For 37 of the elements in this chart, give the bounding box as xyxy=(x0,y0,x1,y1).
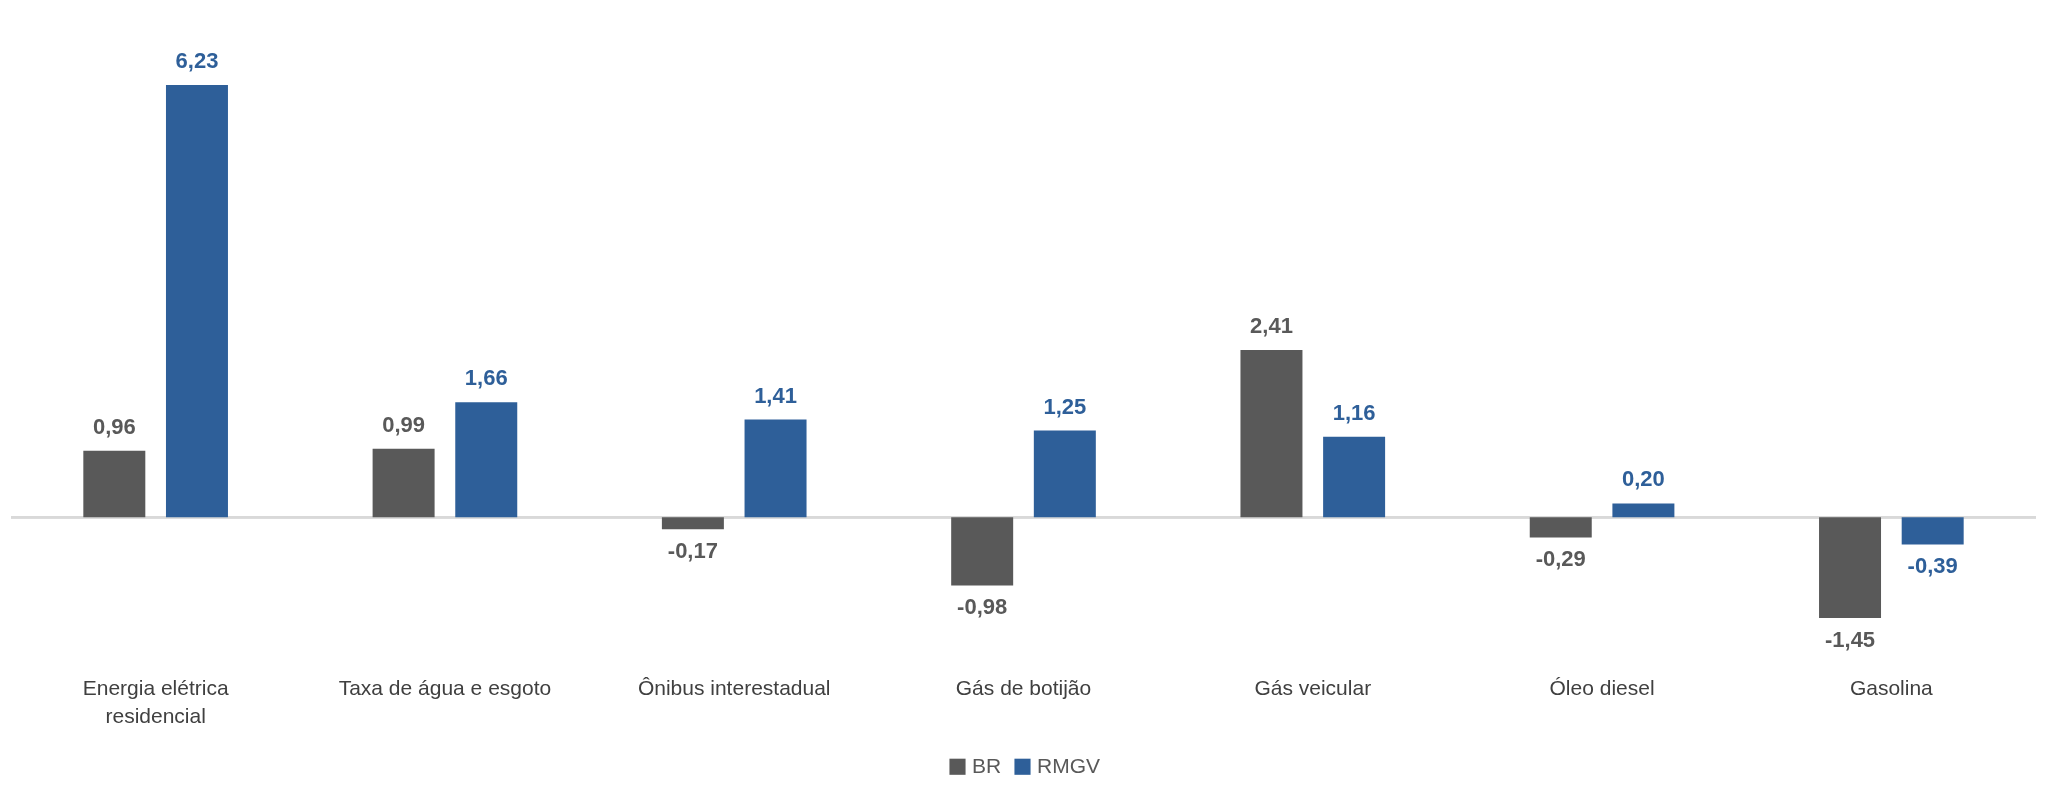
data-label: 1,41 xyxy=(754,382,797,408)
data-label: -0,29 xyxy=(1535,546,1586,572)
bar xyxy=(455,402,518,518)
data-label: 1,16 xyxy=(1332,399,1376,425)
data-label: 2,41 xyxy=(1250,313,1293,339)
data-label: -0,39 xyxy=(1907,553,1958,579)
data-label: 1,25 xyxy=(1043,393,1087,419)
data-label: -1,45 xyxy=(1824,627,1876,652)
x-tick-label: Gasolina xyxy=(1849,675,1934,699)
x-tick-label: Gás veicular xyxy=(1254,675,1372,699)
bar xyxy=(1901,517,1964,545)
x-tick-label: Ônibus interestadual xyxy=(637,675,831,699)
data-label: 6,23 xyxy=(175,48,219,73)
bar xyxy=(661,517,724,530)
x-tick-label: Taxa de água e esgoto xyxy=(338,675,552,699)
bar xyxy=(1323,436,1386,518)
data-label: -0,17 xyxy=(667,538,718,564)
bar xyxy=(744,419,807,518)
data-label: 0,20 xyxy=(1621,466,1665,492)
bar xyxy=(1033,430,1096,518)
data-label: 1,66 xyxy=(464,365,508,391)
bar xyxy=(83,450,146,518)
data-label: 0,99 xyxy=(382,411,426,437)
bar xyxy=(1529,517,1592,538)
bar xyxy=(951,517,1014,586)
x-tick-label: Gás de botijão xyxy=(955,675,1092,699)
legend-label: RMGV xyxy=(1037,753,1100,777)
x-tick-label: Óleo diesel xyxy=(1549,675,1655,699)
data-label: 0,96 xyxy=(92,413,136,439)
bar xyxy=(372,448,435,518)
legend-label: BR xyxy=(972,753,1002,777)
data-label: -0,98 xyxy=(957,594,1008,620)
bar xyxy=(1612,503,1675,518)
bar xyxy=(1819,517,1882,618)
bar xyxy=(165,85,228,518)
bar xyxy=(1240,350,1303,518)
x-tick-label: Energia elétrica residencial xyxy=(82,675,229,727)
